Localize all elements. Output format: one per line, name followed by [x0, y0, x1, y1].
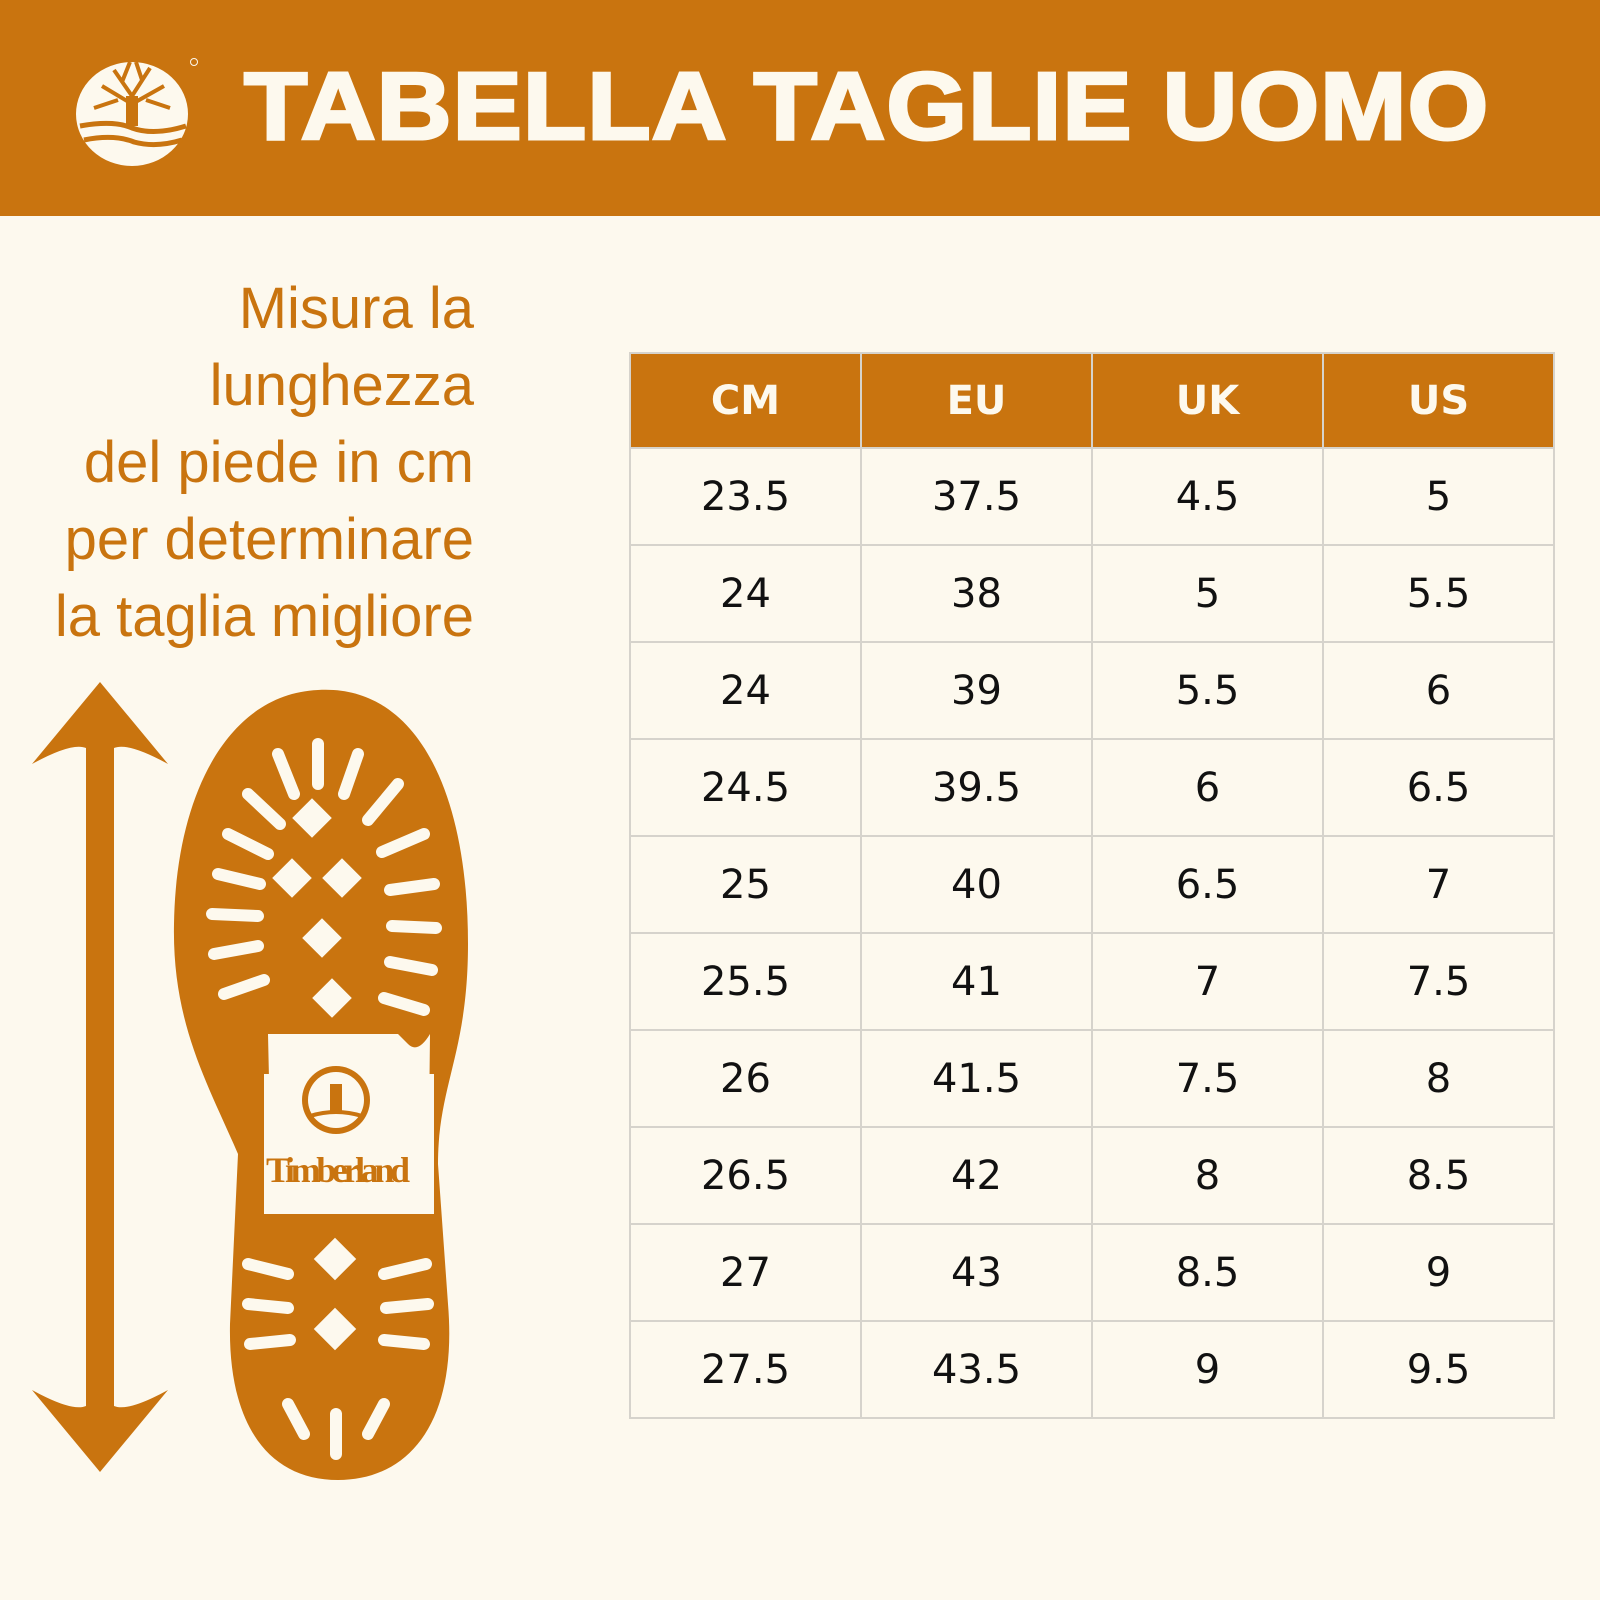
table-cell-uk: 8 [1091, 1126, 1324, 1225]
table-row: 24 39 5.5 6 [629, 641, 1555, 740]
instruction-line: Misura la [238, 276, 474, 341]
column-header-us: US [1322, 352, 1555, 449]
table-header-row: CM EU UK US [629, 352, 1555, 449]
table-cell-eu: 39 [860, 641, 1093, 740]
boot-sole-illustration: Timberland [173, 689, 468, 1480]
table-cell-uk: 6.5 [1091, 835, 1324, 934]
sole-brand-text: Timberland [266, 1150, 410, 1190]
instruction-line: lunghezza [209, 353, 474, 418]
table-cell-us: 7 [1322, 835, 1555, 934]
table-cell-eu: 38 [860, 544, 1093, 643]
table-cell-uk: 5 [1091, 544, 1324, 643]
table-cell-cm: 26 [629, 1029, 862, 1128]
table-cell-cm: 25 [629, 835, 862, 934]
table-row: 24.5 39.5 6 6.5 [629, 738, 1555, 837]
table-cell-uk: 7 [1091, 932, 1324, 1031]
table-cell-cm: 23.5 [629, 447, 862, 546]
vertical-double-arrow-icon [32, 682, 168, 1472]
instruction-line: la taglia migliore [54, 584, 474, 649]
column-header-uk: UK [1091, 352, 1324, 449]
column-header-eu: EU [860, 352, 1093, 449]
table-cell-us: 8.5 [1322, 1126, 1555, 1225]
table-cell-uk: 4.5 [1091, 447, 1324, 546]
table-cell-us: 7.5 [1322, 932, 1555, 1031]
table-cell-cm: 25.5 [629, 932, 862, 1031]
table-cell-uk: 9 [1091, 1320, 1324, 1419]
table-cell-cm: 27.5 [629, 1320, 862, 1419]
table-cell-cm: 27 [629, 1223, 862, 1322]
table-cell-uk: 7.5 [1091, 1029, 1324, 1128]
table-cell-us: 9.5 [1322, 1320, 1555, 1419]
table-cell-cm: 24 [629, 641, 862, 740]
table-row: 24 38 5 5.5 [629, 544, 1555, 643]
table-cell-eu: 43 [860, 1223, 1093, 1322]
table-cell-cm: 24 [629, 544, 862, 643]
instruction-line: per determinare [64, 507, 474, 572]
column-header-cm: CM [629, 352, 862, 449]
header-banner: TABELLA TAGLIE UOMO [0, 0, 1600, 216]
table-cell-eu: 39.5 [860, 738, 1093, 837]
table-cell-uk: 8.5 [1091, 1223, 1324, 1322]
table-cell-eu: 41.5 [860, 1029, 1093, 1128]
table-row: 25 40 6.5 7 [629, 835, 1555, 934]
table-cell-uk: 5.5 [1091, 641, 1324, 740]
table-cell-eu: 43.5 [860, 1320, 1093, 1419]
instruction-line: del piede in cm [83, 430, 474, 495]
table-cell-eu: 42 [860, 1126, 1093, 1225]
table-cell-eu: 41 [860, 932, 1093, 1031]
table-cell-eu: 40 [860, 835, 1093, 934]
table-row: 26.5 42 8 8.5 [629, 1126, 1555, 1225]
table-row: 26 41.5 7.5 8 [629, 1029, 1555, 1128]
table-cell-us: 6.5 [1322, 738, 1555, 837]
table-row: 25.5 41 7 7.5 [629, 932, 1555, 1031]
table-cell-us: 5.5 [1322, 544, 1555, 643]
table-cell-cm: 26.5 [629, 1126, 862, 1225]
table-cell-eu: 37.5 [860, 447, 1093, 546]
size-chart-table: CM EU UK US 23.5 37.5 4.5 5 24 38 5 5.5 24 39 5.5 6… [629, 352, 1555, 1419]
measure-instructions: Misura la lunghezza del piede in cm per … [0, 270, 474, 655]
table-row: 27 43 8.5 9 [629, 1223, 1555, 1322]
table-cell-us: 5 [1322, 447, 1555, 546]
table-cell-uk: 6 [1091, 738, 1324, 837]
table-cell-us: 9 [1322, 1223, 1555, 1322]
timberland-tree-logo-icon [76, 58, 198, 166]
table-row: 27.5 43.5 9 9.5 [629, 1320, 1555, 1419]
table-cell-us: 8 [1322, 1029, 1555, 1128]
table-cell-us: 6 [1322, 641, 1555, 740]
page-title: TABELLA TAGLIE UOMO [242, 52, 1490, 162]
table-cell-cm: 24.5 [629, 738, 862, 837]
table-row: 23.5 37.5 4.5 5 [629, 447, 1555, 546]
